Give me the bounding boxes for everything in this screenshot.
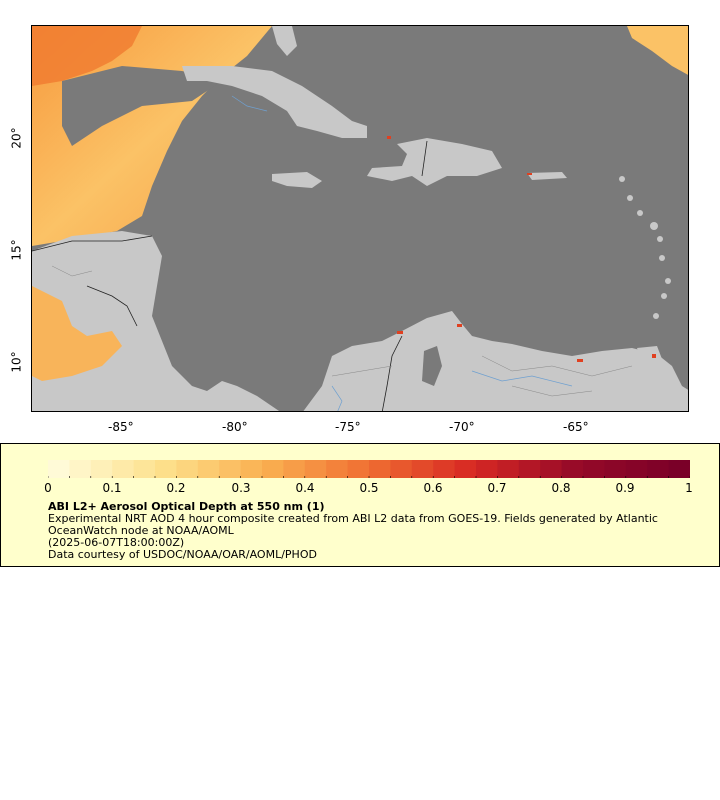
land-florida — [272, 26, 297, 56]
state-borders — [51, 265, 633, 397]
colorbar-tick-6: 0.6 — [423, 481, 443, 495]
colorbar-segment — [390, 460, 413, 478]
lon-label-75: -75° — [335, 420, 361, 434]
colorbar-segment — [112, 460, 135, 478]
colorbar-segment — [518, 460, 541, 478]
colorbar-segment — [540, 460, 563, 478]
aod-overlay-pacific — [32, 286, 122, 381]
legend-description: Experimental NRT AOD 4 hour composite cr… — [48, 512, 658, 537]
colorbar-segment — [497, 460, 520, 478]
colorbar-segment — [90, 460, 113, 478]
lat-label-20: 20° — [9, 127, 24, 149]
colorbar-segment — [625, 460, 648, 478]
colorbar-tick-4: 0.4 — [295, 481, 315, 495]
colorbar-segment — [262, 460, 284, 478]
colorbar-tick-3: 0.3 — [231, 481, 251, 495]
colorbar — [48, 460, 690, 478]
colorbar-segment — [411, 460, 434, 478]
colorbar-segment — [155, 460, 177, 478]
country-borders — [32, 140, 428, 411]
colorbar-segment — [369, 460, 391, 478]
legend-credit: Data courtesy of USDOC/NOAA/OAR/AOML/PHO… — [48, 548, 317, 561]
gulf-of-mexico-strip — [62, 66, 222, 146]
colorbar-segment — [433, 460, 456, 478]
colorbar-tick-5: 0.5 — [359, 481, 379, 495]
aod-overlay-northeast — [627, 26, 688, 75]
rivers — [231, 95, 573, 411]
colorbar-segment — [240, 460, 263, 478]
lon-label-80: -80° — [222, 420, 248, 434]
legend-timestamp: (2025-06-07T18:00:00Z) — [48, 536, 185, 549]
colorbar-tick-9: 0.9 — [615, 481, 635, 495]
colorbar-tick-0: 0 — [44, 481, 52, 495]
colorbar-segment — [583, 460, 605, 478]
colorbar-segment — [48, 460, 70, 478]
land-jamaica — [272, 172, 322, 188]
colorbar-segment — [347, 460, 370, 478]
colorbar-segment — [326, 460, 349, 478]
colorbar-segment — [219, 460, 242, 478]
land-puerto-rico — [527, 172, 567, 180]
lon-label-85: -85° — [108, 420, 134, 434]
map-panel[interactable] — [31, 25, 689, 412]
colorbar-segment — [668, 460, 690, 478]
colorbar-segment — [304, 460, 327, 478]
colorbar-segment — [604, 460, 627, 478]
colorbar-segment — [454, 460, 477, 478]
colorbar-tick-10: 1 — [685, 481, 693, 495]
colorbar-tick-8: 0.8 — [551, 481, 571, 495]
lake-maracaibo — [422, 346, 442, 386]
colorbar-segment — [133, 460, 156, 478]
colorbar-tick-2: 0.2 — [166, 481, 186, 495]
land-hispaniola — [367, 138, 502, 186]
colorbar-segment — [476, 460, 498, 478]
land-cuba — [182, 66, 367, 138]
land-south-america — [303, 311, 688, 411]
colorbar-segment — [561, 460, 584, 478]
colorbar-segment — [69, 460, 92, 478]
lon-label-70: -70° — [449, 420, 475, 434]
aod-coastal-pixels — [387, 136, 656, 362]
lat-label-10: 10° — [9, 351, 24, 373]
colorbar-segment — [283, 460, 306, 478]
aod-hotspot-north — [32, 26, 142, 86]
colorbar-segment — [176, 460, 199, 478]
lon-label-65: -65° — [563, 420, 589, 434]
colorbar-segment — [197, 460, 220, 478]
colorbar-tick-1: 0.1 — [102, 481, 122, 495]
lat-label-15: 15° — [9, 239, 24, 261]
colorbar-segment — [647, 460, 670, 478]
colorbar-tick-7: 0.7 — [487, 481, 507, 495]
legend-title: ABI L2+ Aerosol Optical Depth at 550 nm … — [48, 500, 325, 513]
map-canvas — [32, 26, 688, 411]
legend-panel: 0 0.1 0.2 0.3 0.4 0.5 0.6 0.7 0.8 0.9 1 … — [0, 443, 720, 567]
